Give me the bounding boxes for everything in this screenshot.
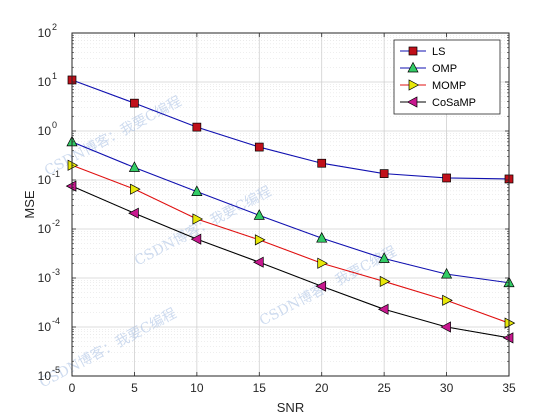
x-tick-labels: 0 5 10 15 20 25 30 35 [69, 381, 516, 395]
legend-entry-cosamp: CoSaMP [400, 96, 476, 109]
data-point-momp [317, 257, 328, 269]
data-point-cosamp [253, 256, 264, 268]
data-point-momp [130, 183, 141, 195]
legend-entry-momp: MOMP [400, 79, 466, 92]
data-point-cosamp [65, 180, 77, 192]
series-cosamp [65, 180, 514, 344]
x-tick-label: 20 [315, 381, 329, 395]
y-axis-label: MSE [22, 190, 37, 219]
y-tick-base: 10 [38, 369, 52, 383]
y-tick-exponent: 0 [52, 120, 57, 130]
data-point-ls [379, 169, 389, 178]
y-tick-label: 10 -2 [38, 218, 60, 236]
legend-label: OMP [432, 63, 457, 75]
data-point-ls [442, 173, 451, 183]
legend-entry-ls: LS [400, 46, 445, 58]
series-line-momp [71, 164, 510, 324]
legend-label: MOMP [432, 80, 466, 92]
y-tick-label: 10 -5 [38, 365, 60, 383]
data-point-omp [253, 209, 265, 220]
data-point-momp [442, 294, 453, 306]
y-tick-label: 10 2 [38, 22, 57, 40]
series-ls [67, 75, 514, 184]
legend-marker [406, 96, 418, 108]
y-tick-label: 10 1 [38, 71, 57, 89]
y-tick-exponent: 2 [52, 22, 57, 32]
y-tick-label: 10 -4 [38, 316, 60, 334]
data-point-cosamp [440, 321, 451, 333]
x-axis-label: SNR [277, 400, 304, 415]
y-tick-label: 10 0 [38, 120, 57, 138]
y-tick-exponent: 1 [52, 71, 57, 81]
plot-area-border [71, 32, 510, 377]
x-tick-label: 30 [440, 381, 454, 395]
data-point-ls [254, 142, 264, 152]
series-layer [65, 75, 516, 344]
series-momp [67, 159, 516, 329]
y-tick-base: 10 [38, 173, 52, 187]
x-tick-label: 10 [190, 381, 204, 395]
data-point-ls [130, 98, 139, 108]
data-point-omp [440, 267, 453, 279]
data-point-ls [192, 122, 202, 132]
series-line-ls [71, 79, 510, 180]
data-point-momp [192, 213, 204, 225]
y-tick-label: 10 -1 [38, 169, 60, 187]
y-tick-base: 10 [38, 222, 52, 236]
legend-marker [408, 46, 418, 56]
y-tick-exponent: -4 [52, 316, 60, 326]
legend-label: CoSaMP [432, 97, 476, 109]
data-point-momp [504, 317, 516, 329]
data-point-cosamp [190, 233, 202, 245]
data-point-omp [191, 185, 203, 196]
data-point-omp [128, 161, 141, 172]
data-point-momp [254, 234, 266, 246]
legend-marker [407, 61, 419, 73]
x-tick-label: 5 [131, 381, 138, 395]
data-point-omp [316, 231, 328, 243]
y-tick-base: 10 [38, 124, 52, 138]
data-point-ls [317, 158, 327, 168]
tick-marks [71, 32, 510, 377]
y-tick-base: 10 [38, 320, 52, 334]
data-point-cosamp [315, 280, 327, 292]
x-tick-label: 35 [502, 381, 516, 395]
y-tick-base: 10 [38, 271, 52, 285]
legend: LS OMP MOMP CoSaMP [393, 39, 501, 115]
legend-label: LS [432, 46, 445, 58]
y-tick-exponent: -2 [52, 218, 60, 228]
y-tick-exponent: -1 [52, 169, 60, 179]
data-point-momp [379, 275, 391, 288]
x-tick-label: 25 [377, 381, 391, 395]
x-tick-label: 0 [69, 381, 76, 395]
data-point-cosamp [128, 207, 139, 219]
data-point-omp [378, 252, 390, 263]
y-tick-exponent: -3 [52, 267, 60, 277]
legend-entry-omp: OMP [400, 61, 457, 75]
grid [71, 32, 510, 377]
x-tick-label: 15 [253, 381, 267, 395]
series-line-cosamp [71, 185, 510, 339]
legend-marker [408, 79, 420, 91]
data-point-cosamp [377, 303, 389, 315]
y-tick-exponent: -5 [52, 365, 60, 375]
y-tick-base: 10 [38, 26, 52, 40]
y-tick-label: 10 -3 [38, 267, 60, 285]
y-tick-base: 10 [38, 75, 52, 89]
series-line-omp [71, 141, 510, 284]
